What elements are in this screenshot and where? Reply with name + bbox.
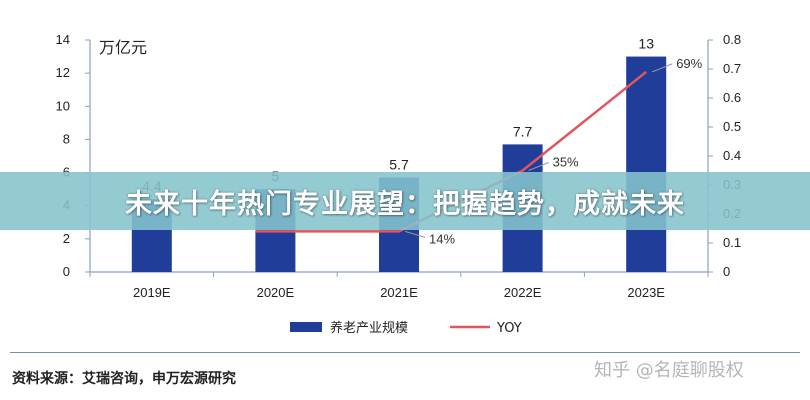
legend-label-bar: 养老产业规模	[330, 320, 408, 336]
x-tick-label: 2023E	[627, 285, 665, 300]
legend-label-line: YOY	[496, 321, 522, 336]
bar-value-label: 13	[638, 36, 654, 52]
right-tick-label: 0.4	[723, 148, 741, 163]
left-tick-label: 14	[56, 32, 70, 47]
left-tick-label: 0	[63, 264, 70, 279]
right-tick-label: 0	[723, 264, 730, 279]
bar	[626, 56, 667, 273]
legend: 养老产业规模 YOY	[290, 320, 522, 336]
left-tick-label: 12	[56, 65, 70, 80]
legend-swatch-bar	[290, 322, 322, 332]
yoy-value-label: 35%	[553, 155, 579, 170]
source-divider	[10, 352, 800, 353]
left-tick-label: 2	[63, 231, 70, 246]
right-tick-label: 0.6	[723, 90, 741, 105]
right-tick-label: 0.1	[723, 235, 741, 250]
source-text: 资料来源：艾瑞咨询，申万宏源研究	[12, 371, 236, 387]
right-tick-label: 0.5	[723, 119, 741, 134]
right-tick-label: 0.7	[723, 61, 741, 76]
bar-value-label: 7.7	[513, 123, 533, 139]
bar-value-label: 5.7	[389, 157, 409, 173]
yoy-leader-line	[652, 63, 673, 73]
yoy-value-label: 69%	[676, 56, 702, 71]
left-tick-label: 8	[63, 131, 70, 146]
x-tick-label: 2020E	[257, 285, 295, 300]
watermark: 知乎 @名庭聊股权	[594, 356, 744, 382]
left-tick-label: 10	[56, 98, 70, 113]
x-tick-label: 2019E	[133, 285, 171, 300]
yoy-value-label: 14%	[429, 231, 455, 246]
yoy-leader-line	[528, 162, 549, 171]
overlay-banner: 未来十年热门专业展望：把握趋势，成就未来	[0, 172, 810, 230]
right-tick-label: 0.8	[723, 32, 741, 47]
banner-text: 未来十年热门专业展望：把握趋势，成就未来	[125, 188, 685, 220]
left-axis-unit: 万亿元	[99, 38, 147, 57]
x-tick-label: 2022E	[504, 285, 542, 300]
x-tick-label: 2021E	[380, 285, 418, 300]
watermark-text: 知乎 @名庭聊股权	[594, 360, 744, 381]
yoy-leader-line	[404, 230, 426, 238]
